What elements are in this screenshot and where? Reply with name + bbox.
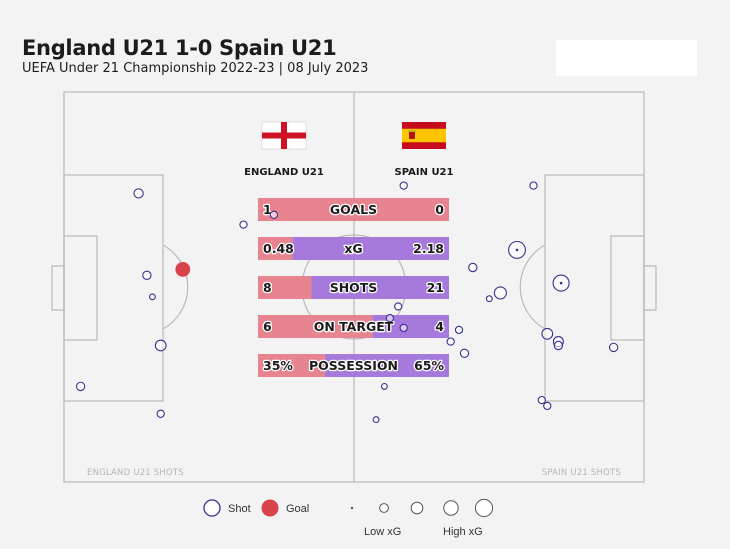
shot-marker: [75, 381, 86, 392]
away-stat-value: 2.18: [413, 241, 444, 256]
shot-marker: [372, 416, 380, 424]
home-stat-value: 8: [263, 280, 272, 295]
right-penalty-arc: [519, 244, 546, 330]
shot-marker: [269, 210, 279, 219]
stat-row: 8 SHOTS 21: [258, 276, 449, 299]
legend-goal-marker: [261, 499, 279, 517]
shot-marker: [454, 325, 464, 335]
spain-flag: [402, 122, 446, 149]
home-team-name: ENGLAND U21: [244, 167, 324, 178]
left-penalty-arc: [162, 244, 189, 330]
away-stat-value: 4: [435, 319, 444, 334]
away-team-name: SPAIN U21: [395, 167, 454, 178]
shot-marker: [154, 339, 167, 352]
shot-marker: [468, 262, 478, 273]
shot-marker: [529, 181, 538, 190]
shot-marker: [156, 409, 165, 418]
legend-shot-label: Shot: [228, 503, 251, 515]
shot-marker: [142, 270, 152, 280]
england-flag: [261, 121, 307, 150]
legend-size-marker: [350, 506, 354, 510]
stat-label: ON TARGET: [314, 319, 394, 334]
shot-center-dot: [515, 248, 519, 252]
left-six-yard-box: [63, 235, 98, 341]
shot-marker: [541, 327, 554, 340]
stat-bars: 1 GOALS 0 0.48 xG 2.18 8 SHOTS 21 6 ON TARGET 4 35% P…: [258, 198, 449, 377]
shot-marker: [553, 340, 564, 351]
page-title: England U21 1-0 Spain U21: [22, 36, 337, 60]
away-stat-bar: [292, 237, 449, 260]
home-stat-bar: [258, 315, 373, 338]
legend-shot-marker: [203, 499, 221, 517]
shot-marker: [239, 220, 248, 229]
shot-marker: [148, 293, 156, 301]
legend-size-marker: [410, 501, 424, 515]
home-stat-bar: [258, 198, 449, 221]
right-goal: [643, 265, 657, 311]
stat-row: 0.48 xG 2.18: [258, 237, 449, 260]
shot-center-dot: [559, 281, 563, 285]
shot-marker: [394, 302, 403, 311]
shot-marker: [537, 395, 546, 405]
legend-goal-label: Goal: [286, 503, 309, 515]
home-stat-bar: [258, 237, 293, 260]
away-stat-value: 0: [435, 202, 444, 217]
legend: Shot Goal Low xG High xG: [203, 498, 494, 538]
home-stat-bar: [258, 354, 325, 377]
shot-marker: [385, 314, 395, 323]
home-stat-value: 1: [263, 202, 272, 217]
legend-size-scale: [350, 498, 494, 518]
goal-marker: [175, 262, 191, 277]
left-goal: [51, 265, 65, 311]
shot-marker: [543, 401, 552, 411]
shot-marker: [485, 295, 493, 303]
home-stat-value: 0.48: [263, 241, 294, 256]
home-stat-value: 35%: [263, 358, 293, 373]
shot-markers: [75, 181, 619, 424]
shot-marker: [399, 181, 408, 190]
stat-label: POSSESSION: [309, 358, 398, 373]
legend-size-marker: [474, 498, 494, 518]
home-shots-label: ENGLAND U21 SHOTS: [87, 468, 184, 478]
shot-marker: [133, 188, 144, 199]
stat-row: 6 ON TARGET 4: [258, 315, 449, 338]
legend-size-marker: [379, 503, 389, 513]
legend-size-marker: [443, 500, 459, 516]
stat-label: xG: [344, 241, 362, 256]
stat-row: 35% POSSESSION 65%: [258, 354, 449, 377]
shot-marker: [446, 337, 455, 346]
away-shots-label: SPAIN U21 SHOTS: [542, 468, 621, 478]
shot-marker: [459, 348, 470, 358]
legend-high-xg-label: High xG: [443, 526, 483, 538]
stat-row: 1 GOALS 0: [258, 198, 449, 221]
shot-marker: [380, 382, 388, 390]
stat-label: SHOTS: [330, 280, 378, 295]
shot-marker: [493, 286, 507, 300]
away-stat-bar: [324, 354, 449, 377]
away-stat-bar: [311, 276, 449, 299]
left-penalty-box: [63, 174, 164, 402]
legend-low-xg-label: Low xG: [364, 526, 401, 538]
shot-marker: [608, 342, 619, 353]
page-subtitle: UEFA Under 21 Championship 2022-23 | 08 …: [22, 61, 369, 76]
logo-placeholder: [556, 40, 697, 76]
away-stat-value: 65%: [414, 358, 444, 373]
shot-marker: [399, 323, 408, 333]
away-stat-value: 21: [427, 280, 444, 295]
right-six-yard-box: [610, 235, 645, 341]
home-stat-bar: [258, 276, 312, 299]
stat-label: GOALS: [330, 202, 377, 217]
home-stat-value: 6: [263, 319, 272, 334]
